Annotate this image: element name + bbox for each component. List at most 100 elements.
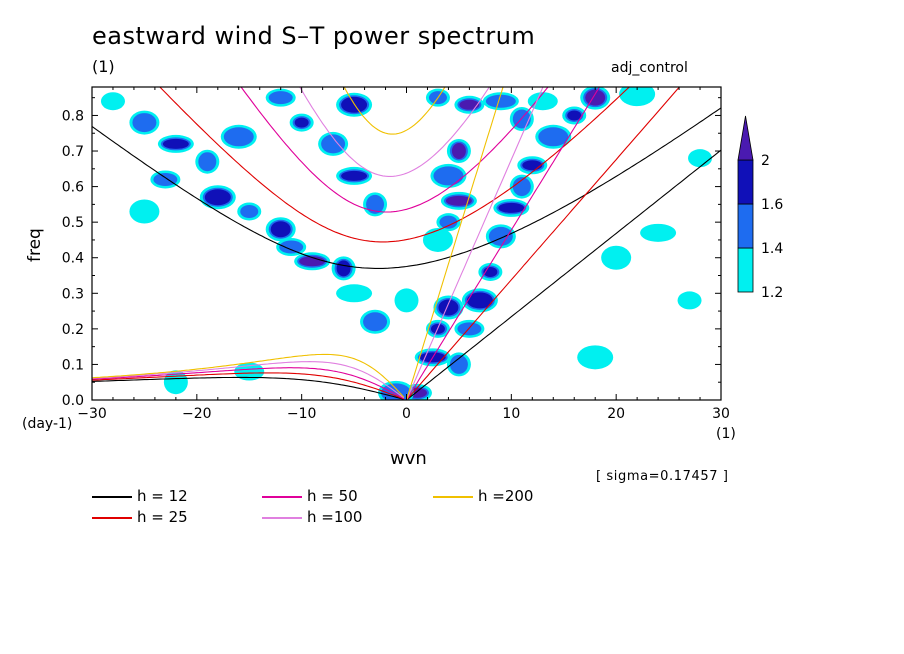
colorbar-triangle <box>737 115 754 161</box>
rossby-curve <box>92 372 405 400</box>
colorbar-label: 1.2 <box>761 285 783 301</box>
power-blob <box>640 223 677 242</box>
rossby-curve <box>92 367 405 400</box>
kelvin-curve <box>406 87 601 400</box>
legend-label: h = 12 <box>137 487 188 505</box>
y-tick-label: 0.5 <box>62 215 84 231</box>
legend-label: h =100 <box>307 508 363 526</box>
run-label: adj_control <box>611 60 688 76</box>
chart-subtitle: (1) <box>92 57 115 76</box>
legend-label: h =200 <box>478 487 534 505</box>
power-blob <box>567 110 582 121</box>
x-tick-label: −20 <box>182 406 212 422</box>
sigma-annotation: [ sigma=0.17457 ] <box>596 469 729 484</box>
power-blob <box>485 94 516 108</box>
colorbar-segment <box>737 203 754 249</box>
power-blob <box>100 92 125 111</box>
power-blob <box>585 89 606 106</box>
x-axis-unit: (1) <box>716 426 736 442</box>
power-blob <box>451 143 466 160</box>
kelvin-curve <box>406 87 681 400</box>
power-blob <box>341 170 368 181</box>
power-blob <box>132 113 157 133</box>
inertia-gravity-curve <box>92 107 721 269</box>
y-tick-label: 0.1 <box>62 357 84 373</box>
power-blob <box>466 292 493 309</box>
power-blob <box>601 245 632 270</box>
legend-label: h = 25 <box>137 508 188 526</box>
y-tick-label: 0.0 <box>62 393 84 409</box>
kelvin-curve <box>406 149 721 400</box>
power-blob <box>577 345 614 370</box>
y-tick-label: 0.2 <box>62 322 84 338</box>
inertia-gravity-curve <box>299 87 490 177</box>
x-tick-label: 10 <box>502 406 520 422</box>
y-tick-label: 0.4 <box>62 251 84 267</box>
power-blob <box>321 134 346 154</box>
legend-line <box>262 517 302 519</box>
power-blob <box>341 96 368 113</box>
power-blob <box>527 92 558 111</box>
colorbar-label: 1.6 <box>761 197 783 213</box>
power-blob <box>488 226 513 246</box>
kelvin-curve <box>405 87 544 400</box>
x-tick-label: 0 <box>402 406 411 422</box>
legend-line <box>433 496 473 498</box>
power-blob <box>422 227 453 252</box>
y-tick-label: 0.8 <box>62 108 84 124</box>
power-blob <box>433 166 464 186</box>
power-blob <box>240 204 259 218</box>
power-blob <box>439 215 458 229</box>
chart-title: eastward wind S–T power spectrum <box>92 22 536 50</box>
power-blob <box>279 240 304 254</box>
power-blob <box>538 127 569 147</box>
colorbar-segment <box>737 247 754 293</box>
power-blob <box>336 260 351 277</box>
y-tick-label: 0.6 <box>62 180 84 196</box>
power-blob <box>366 194 385 214</box>
rossby-curve <box>92 361 405 399</box>
rossby-curve <box>92 353 405 398</box>
colorbar-label: 2 <box>761 153 770 169</box>
inertia-gravity-curve <box>159 87 631 243</box>
x-tick-label: −30 <box>77 406 107 422</box>
power-blob <box>522 160 543 171</box>
power-blob <box>394 288 419 313</box>
legend-line <box>92 517 132 519</box>
power-blob <box>619 87 656 107</box>
power-blob <box>445 195 472 206</box>
plot-frame <box>91 86 722 401</box>
power-blob <box>336 284 373 303</box>
power-blob <box>129 199 160 224</box>
x-tick-label: 20 <box>607 406 625 422</box>
power-blob <box>498 202 525 213</box>
rossby-curve <box>92 376 405 400</box>
x-axis-label: wvn <box>390 448 427 469</box>
legend-label: h = 50 <box>307 487 358 505</box>
power-blob <box>204 189 231 206</box>
inertia-gravity-curve <box>343 87 446 135</box>
colorbar-label: 1.4 <box>761 241 783 257</box>
power-blob <box>268 91 293 105</box>
y-axis-unit: (day-1) <box>22 416 73 432</box>
power-blob <box>153 172 178 186</box>
power-blob <box>299 256 326 267</box>
power-blob <box>363 312 388 332</box>
legend-line <box>92 496 132 498</box>
power-blob <box>294 117 309 128</box>
power-blob <box>162 138 189 149</box>
power-blob <box>512 177 531 197</box>
legend-line <box>262 496 302 498</box>
power-blob <box>234 362 265 381</box>
power-blob <box>198 152 217 172</box>
power-blob <box>459 99 480 110</box>
power-blob <box>438 299 459 316</box>
power-blob <box>688 149 713 168</box>
kelvin-curve <box>405 87 504 400</box>
power-blob <box>270 221 291 238</box>
power-blob <box>677 291 702 310</box>
y-tick-label: 0.3 <box>62 286 84 302</box>
inertia-gravity-curve <box>240 87 549 213</box>
power-blob <box>223 127 254 147</box>
